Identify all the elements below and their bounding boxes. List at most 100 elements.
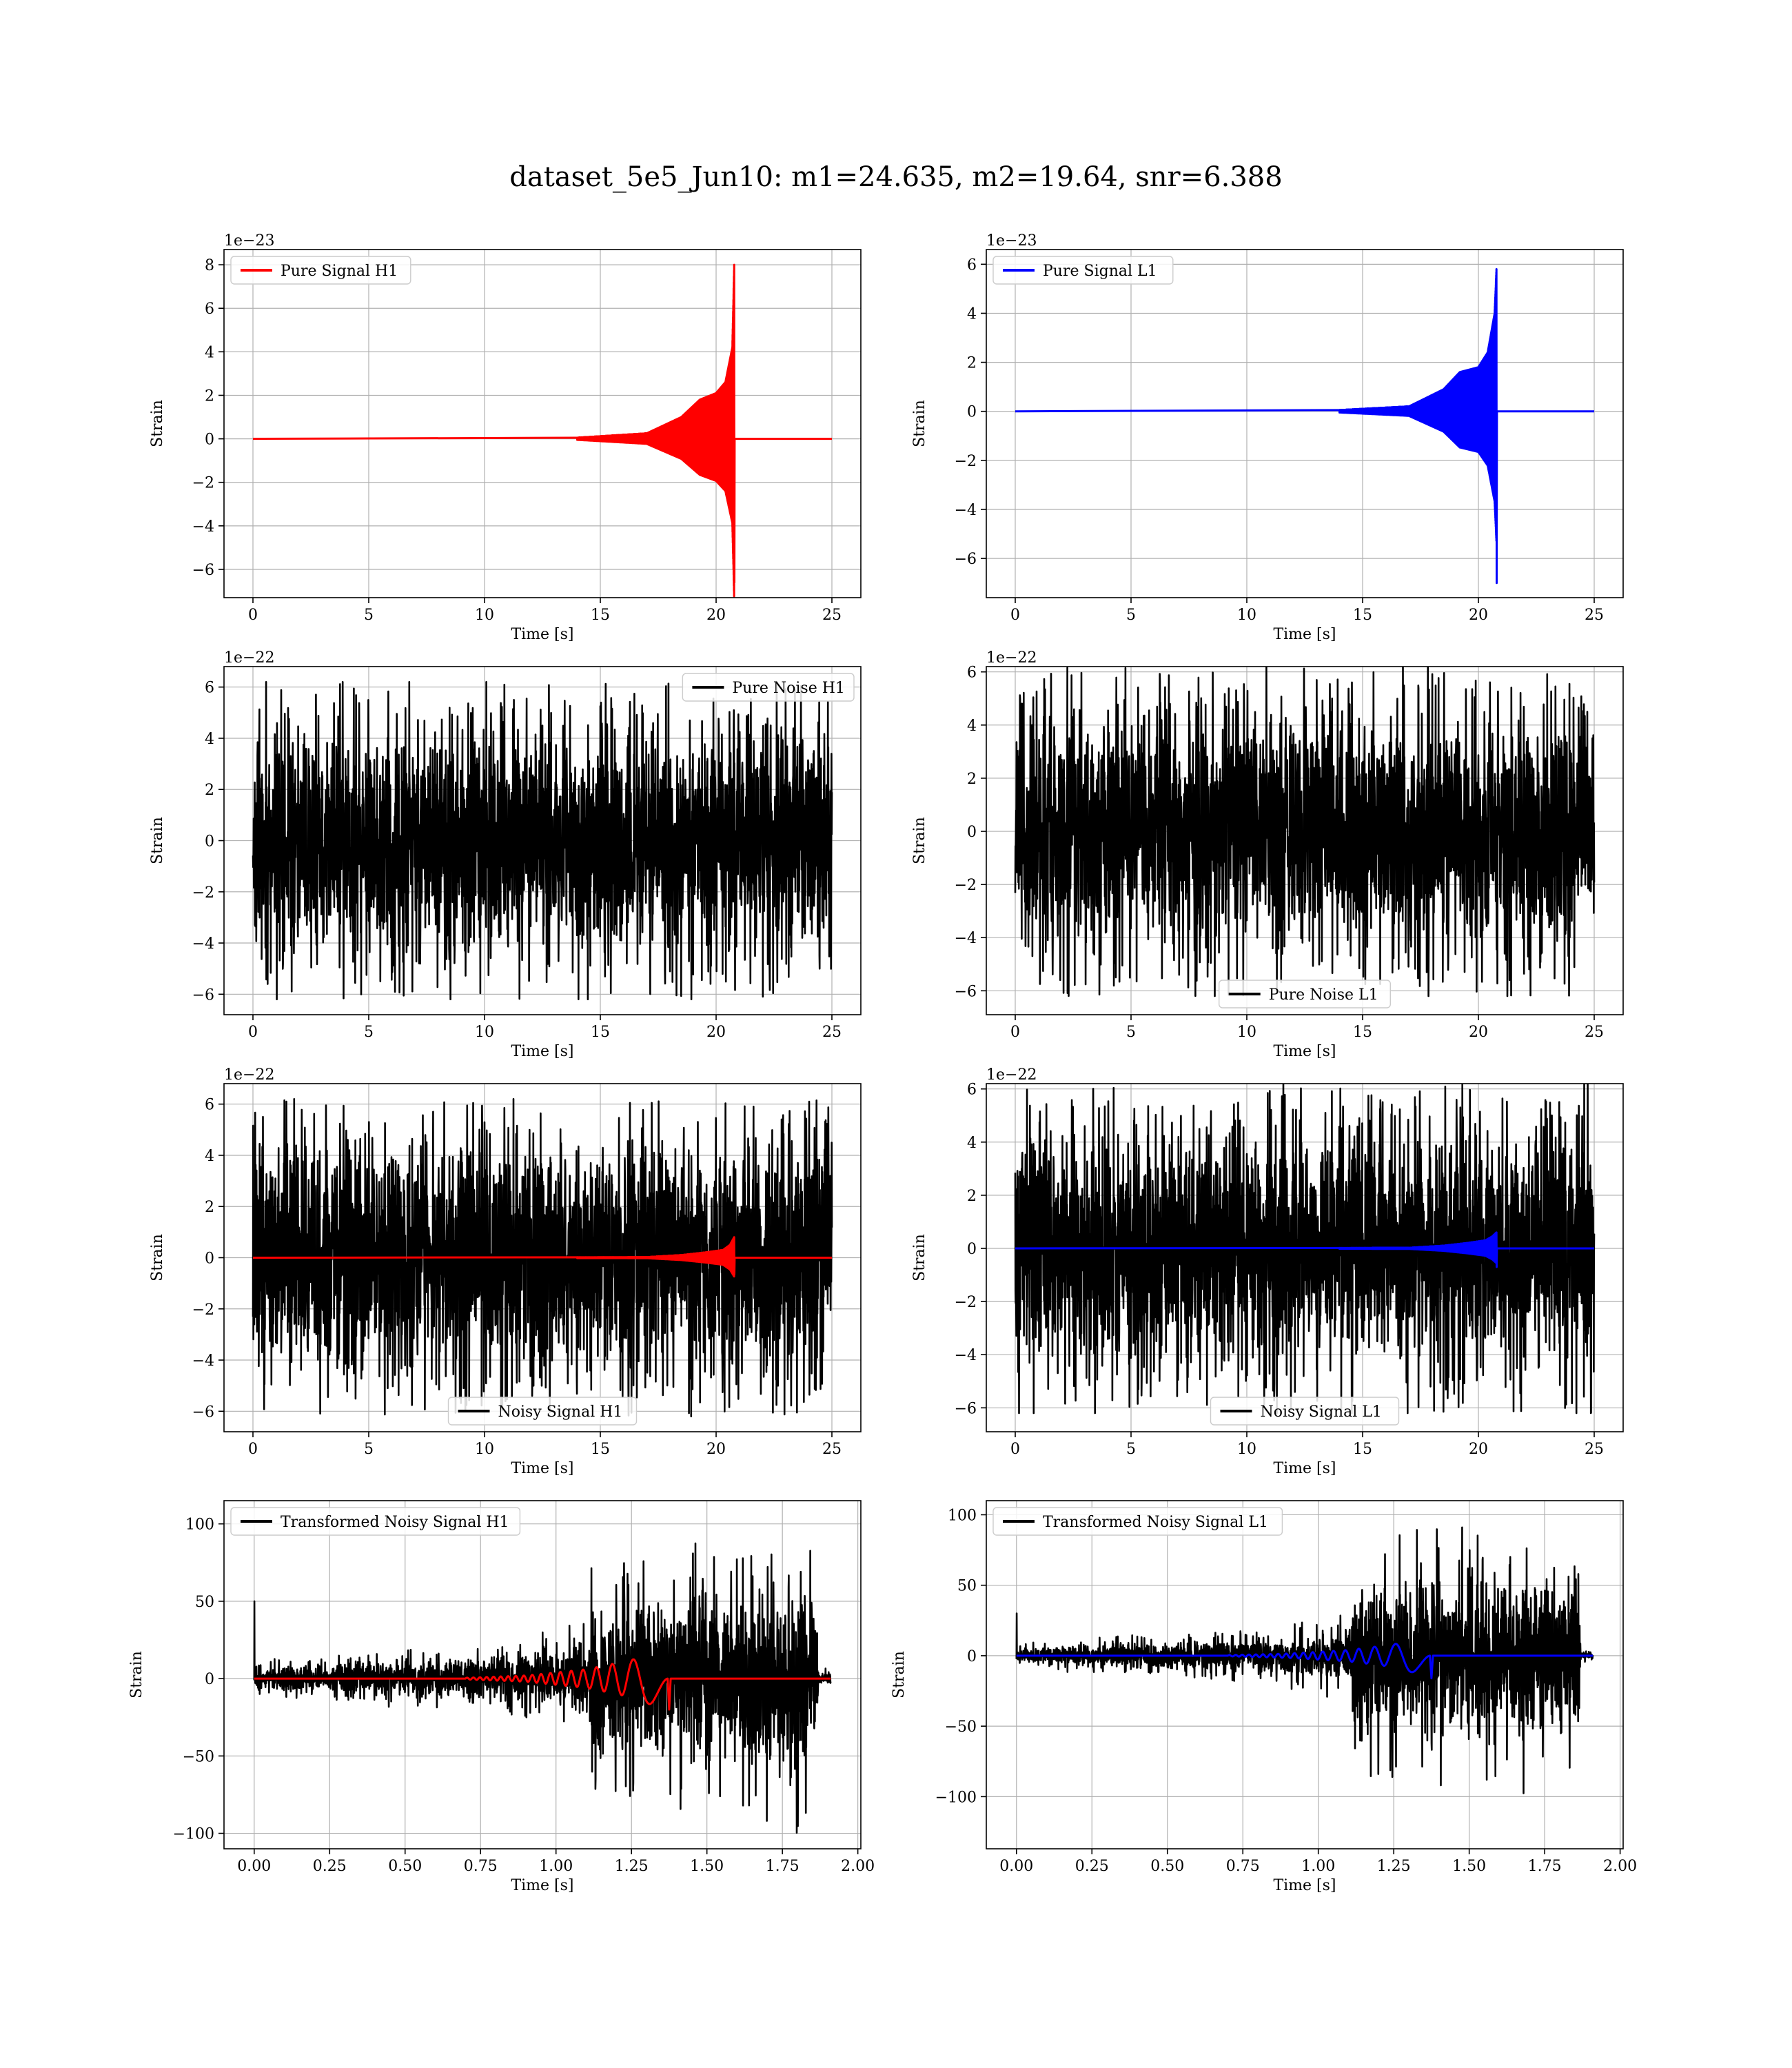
x-axis-label: Time [s] bbox=[511, 1877, 573, 1894]
x-tick-label: 5 bbox=[1126, 607, 1136, 624]
x-tick-label: 0.75 bbox=[1226, 1858, 1260, 1875]
legend: Noisy Signal H1 bbox=[447, 1397, 638, 1426]
x-tick-label: 20 bbox=[1469, 607, 1488, 624]
x-tick-label: 25 bbox=[1585, 1024, 1604, 1041]
y-tick-label: 6 bbox=[205, 680, 214, 697]
x-tick-label: 0.25 bbox=[1075, 1858, 1109, 1875]
y-tick-label: −6 bbox=[192, 1403, 214, 1421]
x-tick-label: 1.50 bbox=[1452, 1858, 1486, 1875]
plot-area bbox=[1015, 1526, 1594, 1794]
x-axis-label: Time [s] bbox=[511, 1043, 573, 1060]
x-axis-label: Time [s] bbox=[511, 626, 573, 643]
plot-area bbox=[1015, 268, 1594, 585]
x-tick-label: 20 bbox=[1469, 1024, 1488, 1041]
x-tick-label: 1.75 bbox=[1528, 1858, 1562, 1875]
x-tick-label: 25 bbox=[1585, 1441, 1604, 1458]
x-tick-label: 25 bbox=[822, 1441, 842, 1458]
legend: Transformed Noisy Signal H1 bbox=[230, 1507, 521, 1536]
y-axis-label: Strain bbox=[128, 1651, 145, 1699]
y-tick-label: 2 bbox=[967, 771, 977, 788]
chart-pure-signal-h1: 0 5 10 15 20 25 −6 −4 −2 0 2 4 6 8 Time [s] Strain 1e−23… bbox=[149, 232, 862, 643]
chart-pure-signal-l1: 0 5 10 15 20 25 −6 −4 −2 0 2 4 6 Time [s] Strain 1e−23 P… bbox=[911, 232, 1624, 643]
legend-label: Pure Noise H1 bbox=[732, 680, 845, 697]
x-tick-label: 25 bbox=[822, 1024, 842, 1041]
y-tick-label: 0 bbox=[205, 833, 214, 851]
y-tick-label: 2 bbox=[205, 387, 214, 405]
legend: Pure Signal H1 bbox=[230, 256, 411, 285]
legend-label: Pure Noise L1 bbox=[1269, 986, 1378, 1004]
plot-area bbox=[253, 1542, 832, 1834]
x-tick-label: 5 bbox=[364, 1024, 374, 1041]
x-axis-label: Time [s] bbox=[1273, 626, 1336, 643]
y-tick-label: 6 bbox=[967, 256, 977, 274]
legend-label: Pure Signal H1 bbox=[281, 263, 398, 280]
x-tick-label: 15 bbox=[591, 607, 610, 624]
y-tick-label: 4 bbox=[967, 1135, 977, 1152]
y-tick-label: −2 bbox=[192, 1301, 214, 1319]
plot-area bbox=[252, 263, 832, 598]
x-tick-label: 15 bbox=[591, 1441, 610, 1458]
chart-noisy-signal-h1: 0 5 10 15 20 25 −6 −4 −2 0 2 4 6 Time [s] Strain 1e−22 N… bbox=[149, 1066, 862, 1477]
x-axis-label: Time [s] bbox=[1273, 1043, 1336, 1060]
series-line-pure-signal-l1 bbox=[1015, 268, 1594, 585]
y-tick-label: −50 bbox=[183, 1748, 214, 1765]
y-tick-label: −6 bbox=[192, 562, 214, 579]
y-tick-label: −6 bbox=[192, 986, 214, 1004]
x-tick-label: 10 bbox=[475, 1024, 494, 1041]
x-tick-label: 1.00 bbox=[1301, 1858, 1335, 1875]
grid bbox=[224, 250, 861, 598]
y-tick-label: −2 bbox=[955, 877, 977, 894]
grid bbox=[986, 250, 1623, 598]
x-tick-label: 1.25 bbox=[1377, 1858, 1411, 1875]
legend-box bbox=[992, 1507, 1283, 1536]
x-tick-label: 15 bbox=[1353, 1441, 1372, 1458]
y-tick-label: 2 bbox=[205, 1199, 214, 1216]
y-tick-label: 100 bbox=[948, 1507, 977, 1524]
y-axis-label: Strain bbox=[149, 1234, 166, 1281]
y-axis-label: Strain bbox=[911, 817, 928, 864]
series-line-overlay-1 bbox=[252, 1236, 832, 1278]
y-tick-label: 4 bbox=[967, 718, 977, 735]
y-tick-label: −6 bbox=[955, 983, 977, 1000]
y-axis-label: Strain bbox=[911, 1234, 928, 1281]
series-line-overlay-1 bbox=[254, 1658, 831, 1711]
x-tick-label: 0.00 bbox=[237, 1858, 271, 1875]
y-axis-label: Strain bbox=[911, 400, 928, 447]
x-tick-label: 0.25 bbox=[313, 1858, 347, 1875]
x-tick-label: 15 bbox=[591, 1024, 610, 1041]
plot-area bbox=[252, 1098, 833, 1417]
x-tick-label: 10 bbox=[1237, 607, 1256, 624]
x-tick-label: 0 bbox=[248, 607, 258, 624]
y-tick-label: −2 bbox=[192, 884, 214, 902]
y-tick-label: 4 bbox=[205, 1148, 214, 1165]
y-tick-label: −4 bbox=[955, 930, 977, 947]
y-offset-text: 1e−22 bbox=[224, 1066, 274, 1084]
series-line-transformed-noisy-signal-l1 bbox=[1015, 1526, 1594, 1794]
legend-label: Pure Signal L1 bbox=[1043, 263, 1157, 280]
legend-box bbox=[230, 1507, 521, 1536]
axes-frame bbox=[223, 1500, 862, 1849]
series-line-noisy-signal-h1 bbox=[252, 1098, 833, 1417]
x-tick-label: 0.75 bbox=[464, 1858, 498, 1875]
y-tick-label: 0 bbox=[205, 1671, 214, 1688]
x-tick-label: 20 bbox=[706, 1441, 726, 1458]
x-tick-label: 20 bbox=[706, 607, 726, 624]
x-tick-label: 1.75 bbox=[766, 1858, 800, 1875]
plot-area bbox=[252, 681, 833, 1000]
x-tick-label: 0 bbox=[1010, 607, 1020, 624]
y-tick-label: −4 bbox=[955, 1347, 977, 1364]
legend: Pure Noise H1 bbox=[682, 673, 855, 702]
legend-box bbox=[447, 1397, 638, 1426]
y-tick-label: 50 bbox=[195, 1594, 214, 1611]
y-tick-label: −2 bbox=[955, 453, 977, 470]
plot-area bbox=[1014, 667, 1596, 997]
x-tick-label: 1.50 bbox=[690, 1858, 724, 1875]
x-tick-label: 2.00 bbox=[841, 1858, 875, 1875]
axes-frame bbox=[986, 249, 1624, 598]
y-tick-label: 6 bbox=[967, 665, 977, 682]
plot-area bbox=[1014, 1084, 1596, 1415]
x-tick-label: 25 bbox=[1585, 607, 1604, 624]
y-tick-label: 8 bbox=[205, 257, 214, 274]
legend: Pure Signal L1 bbox=[992, 256, 1174, 285]
